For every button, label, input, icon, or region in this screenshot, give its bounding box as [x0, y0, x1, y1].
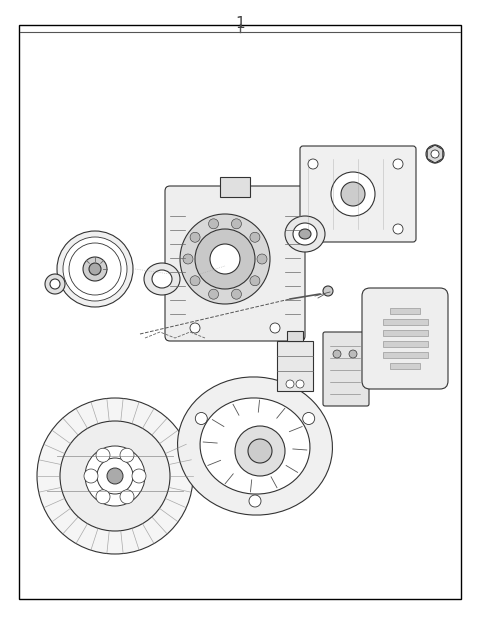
Circle shape	[349, 350, 357, 358]
Circle shape	[84, 469, 98, 483]
Circle shape	[231, 219, 241, 229]
Circle shape	[63, 237, 127, 301]
Ellipse shape	[299, 229, 311, 239]
Circle shape	[120, 490, 134, 504]
Circle shape	[431, 150, 439, 158]
Circle shape	[183, 254, 193, 264]
Bar	[390, 363, 420, 369]
FancyBboxPatch shape	[323, 332, 369, 406]
Circle shape	[393, 224, 403, 234]
Circle shape	[195, 229, 255, 289]
Ellipse shape	[178, 377, 333, 515]
Circle shape	[270, 323, 280, 333]
Circle shape	[341, 182, 365, 206]
FancyBboxPatch shape	[300, 146, 416, 242]
Circle shape	[69, 243, 121, 295]
Bar	[383, 341, 428, 347]
Circle shape	[308, 159, 318, 169]
Text: 1: 1	[235, 16, 245, 31]
Circle shape	[97, 458, 133, 494]
Circle shape	[132, 469, 146, 483]
Circle shape	[393, 159, 403, 169]
Circle shape	[107, 468, 123, 484]
Circle shape	[190, 276, 200, 286]
Circle shape	[250, 276, 260, 286]
Circle shape	[286, 380, 294, 388]
Ellipse shape	[285, 216, 325, 252]
Ellipse shape	[293, 223, 317, 245]
Circle shape	[120, 448, 134, 462]
Circle shape	[45, 274, 65, 294]
Circle shape	[333, 350, 341, 358]
Circle shape	[50, 279, 60, 289]
Circle shape	[37, 398, 193, 554]
Bar	[383, 319, 428, 325]
Circle shape	[303, 412, 315, 424]
Circle shape	[190, 323, 200, 333]
Bar	[277, 341, 313, 391]
Circle shape	[296, 380, 304, 388]
Bar	[287, 331, 303, 341]
Bar	[383, 352, 428, 358]
FancyBboxPatch shape	[165, 186, 305, 341]
Circle shape	[235, 426, 285, 476]
Circle shape	[231, 289, 241, 299]
Circle shape	[57, 231, 133, 307]
Circle shape	[85, 446, 145, 506]
FancyBboxPatch shape	[362, 288, 448, 389]
Circle shape	[257, 254, 267, 264]
Circle shape	[96, 448, 110, 462]
Bar	[383, 330, 428, 336]
Circle shape	[210, 244, 240, 274]
Ellipse shape	[144, 263, 180, 295]
Circle shape	[209, 289, 218, 299]
Circle shape	[190, 232, 200, 242]
Circle shape	[250, 232, 260, 242]
Circle shape	[331, 172, 375, 216]
Circle shape	[83, 257, 107, 281]
Circle shape	[248, 439, 272, 463]
Circle shape	[426, 145, 444, 163]
Circle shape	[180, 214, 270, 304]
Ellipse shape	[200, 398, 310, 494]
Bar	[220, 177, 250, 197]
Circle shape	[60, 421, 170, 531]
Circle shape	[323, 286, 333, 296]
Ellipse shape	[152, 270, 172, 288]
Circle shape	[308, 224, 318, 234]
Circle shape	[89, 263, 101, 275]
Circle shape	[195, 412, 207, 424]
Circle shape	[209, 219, 218, 229]
Polygon shape	[427, 145, 443, 163]
Circle shape	[96, 490, 110, 504]
Circle shape	[249, 495, 261, 507]
Bar	[390, 308, 420, 314]
